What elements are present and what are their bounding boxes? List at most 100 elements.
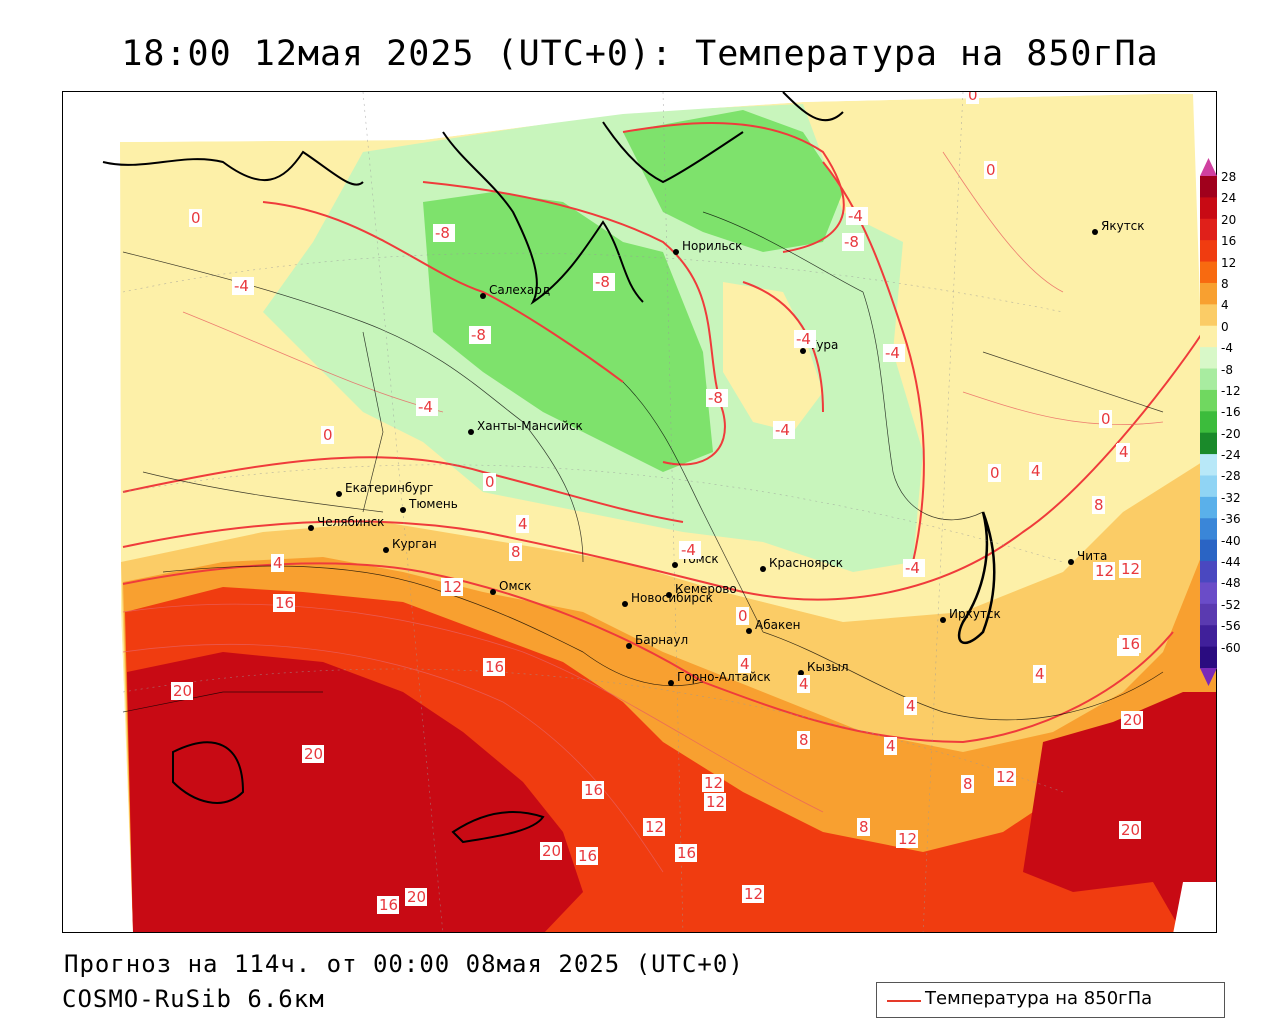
- isotherm-label-bg: [576, 847, 598, 865]
- isotherm-label: -4: [681, 541, 696, 559]
- city-marker: [308, 525, 314, 531]
- outside-domain-se: [1173, 882, 1216, 932]
- city-marker: [490, 589, 496, 595]
- isotherm-label: 0: [323, 426, 333, 444]
- colorbar-tick-label: -28: [1221, 469, 1241, 484]
- isotherm-label-bg: [540, 842, 562, 860]
- city-label: Абакен: [755, 618, 800, 632]
- isotherm-label-bg: [232, 277, 254, 295]
- colorbar-segment: [1200, 518, 1217, 541]
- colorbar-tick-label: -36: [1221, 512, 1241, 527]
- isotherm-label-bg: [516, 515, 529, 533]
- colorbar-tick-label: -60: [1221, 640, 1241, 655]
- colorbar-tick-label: -44: [1221, 555, 1241, 570]
- isotherm-label: 4: [273, 554, 283, 572]
- isotherm-label-bg: [679, 541, 701, 559]
- isotherm-label: 20: [542, 842, 561, 860]
- city-marker: [383, 547, 389, 553]
- colorbar-segment: [1200, 304, 1217, 327]
- city-label: Чита: [1077, 549, 1107, 563]
- isotherm-label-bg: [509, 543, 522, 561]
- isotherm-label: 0: [1101, 410, 1111, 428]
- isotherm-label-bg: [302, 745, 324, 763]
- isotherm-label-bg: [961, 775, 974, 793]
- city-marker: [622, 601, 628, 607]
- isotherm-label-bg: [966, 92, 979, 104]
- colorbar-segment: [1200, 197, 1217, 220]
- admin-borders: [122, 211, 1164, 721]
- isotherm-label: 16: [1121, 635, 1140, 653]
- city-marker: [668, 680, 674, 686]
- city-marker: [666, 592, 672, 598]
- isotherm-value-labels: 000-4-8-4-8-8-8-4-4-8-4-400-4-4448121604…: [171, 92, 1143, 914]
- isotherm-label: 12: [704, 774, 723, 792]
- isotherm-label: 4: [906, 697, 916, 715]
- isotherm-label: 8: [859, 818, 869, 836]
- city-marker: [800, 348, 806, 354]
- map-canvas: ЯкутскНорильскСалехардТураХанты-Мансийск…: [63, 92, 1216, 932]
- colorbar-tick-label: 20: [1221, 212, 1237, 227]
- city-label: Тюмень: [408, 497, 458, 511]
- isotherm-label-bg: [1029, 462, 1042, 480]
- isotherm-label-bg: [904, 697, 917, 715]
- isotherm-label-bg: [797, 731, 810, 749]
- colorbar-tick-label: 28: [1221, 170, 1237, 184]
- colorbar-segment: [1200, 347, 1217, 370]
- isotherm-label: 12: [706, 793, 725, 811]
- colorbar-tick-label: -20: [1221, 426, 1241, 441]
- map-title: 18:00 12мая 2025 (UTC+0): Температура на…: [121, 34, 1159, 74]
- isotherm-label: 4: [1119, 443, 1129, 461]
- isotherm-label-bg: [736, 607, 749, 625]
- city-marker: [1092, 229, 1098, 235]
- isotherm-label: 20: [407, 888, 426, 906]
- colorbar-segment: [1200, 454, 1217, 476]
- isotherm-label: 12: [443, 578, 462, 596]
- isotherm-label: 12: [996, 768, 1015, 786]
- isotherm-label-bg: [1099, 410, 1112, 428]
- isotherm-label-bg: [593, 273, 615, 291]
- isotherm-label: 4: [886, 737, 896, 755]
- isotherm-label-bg: [483, 473, 496, 491]
- colorbar-segment: [1200, 475, 1217, 498]
- isotherm-label-bg: [1119, 635, 1141, 653]
- isotherm-label: 0: [968, 92, 978, 104]
- isotherm-label: 12: [645, 818, 664, 836]
- isotherm-label: 16: [379, 896, 398, 914]
- fine-isotherms: [122, 151, 1164, 873]
- isotherm-label: -8: [435, 224, 450, 242]
- isotherm-label-bg: [405, 888, 427, 906]
- city-label: Иркутск: [949, 607, 1001, 621]
- city-marker: [336, 491, 342, 497]
- colorbar-segment: [1200, 218, 1217, 241]
- isotherm-label-bg: [189, 209, 202, 227]
- city-label: Кызыл: [807, 660, 849, 674]
- isotherm-label: -4: [905, 559, 920, 577]
- city-marker: [468, 429, 474, 435]
- isotherm-label-bg: [1119, 560, 1141, 578]
- isotherm-label-bg: [738, 655, 751, 673]
- isotherm-label: 4: [740, 655, 750, 673]
- city-label: Горно-Алтайск: [677, 670, 771, 684]
- colorbar-tick-label: -40: [1221, 533, 1241, 548]
- colorbar-tick-label: -12: [1221, 383, 1241, 398]
- isotherm-label: 4: [799, 675, 809, 693]
- city-marker: [672, 562, 678, 568]
- isotherm-label-bg: [483, 658, 505, 676]
- isotherm-label-bg: [984, 161, 997, 179]
- city-marker: [626, 643, 632, 649]
- isotherm-label-bg: [433, 224, 455, 242]
- isotherm-label: 12: [744, 885, 763, 903]
- city-marker: [673, 249, 679, 255]
- temperature-map[interactable]: Якутск Норильск Салехард Тура Ханты-Мансийск…: [62, 91, 1217, 933]
- isotherm-label: 8: [963, 775, 973, 793]
- isotherm-label-bg: [883, 344, 905, 362]
- city-marker: [400, 507, 406, 513]
- isotherm-label: -8: [844, 233, 859, 251]
- city-label: Челябинск: [317, 515, 384, 529]
- city-label: Барнаул: [635, 633, 688, 647]
- isotherm-label-bg: [773, 421, 795, 439]
- isotherm-label: -4: [885, 344, 900, 362]
- isotherm-label: 0: [990, 464, 1000, 482]
- city-marker: [1068, 559, 1074, 565]
- isotherm-label: 8: [799, 731, 809, 749]
